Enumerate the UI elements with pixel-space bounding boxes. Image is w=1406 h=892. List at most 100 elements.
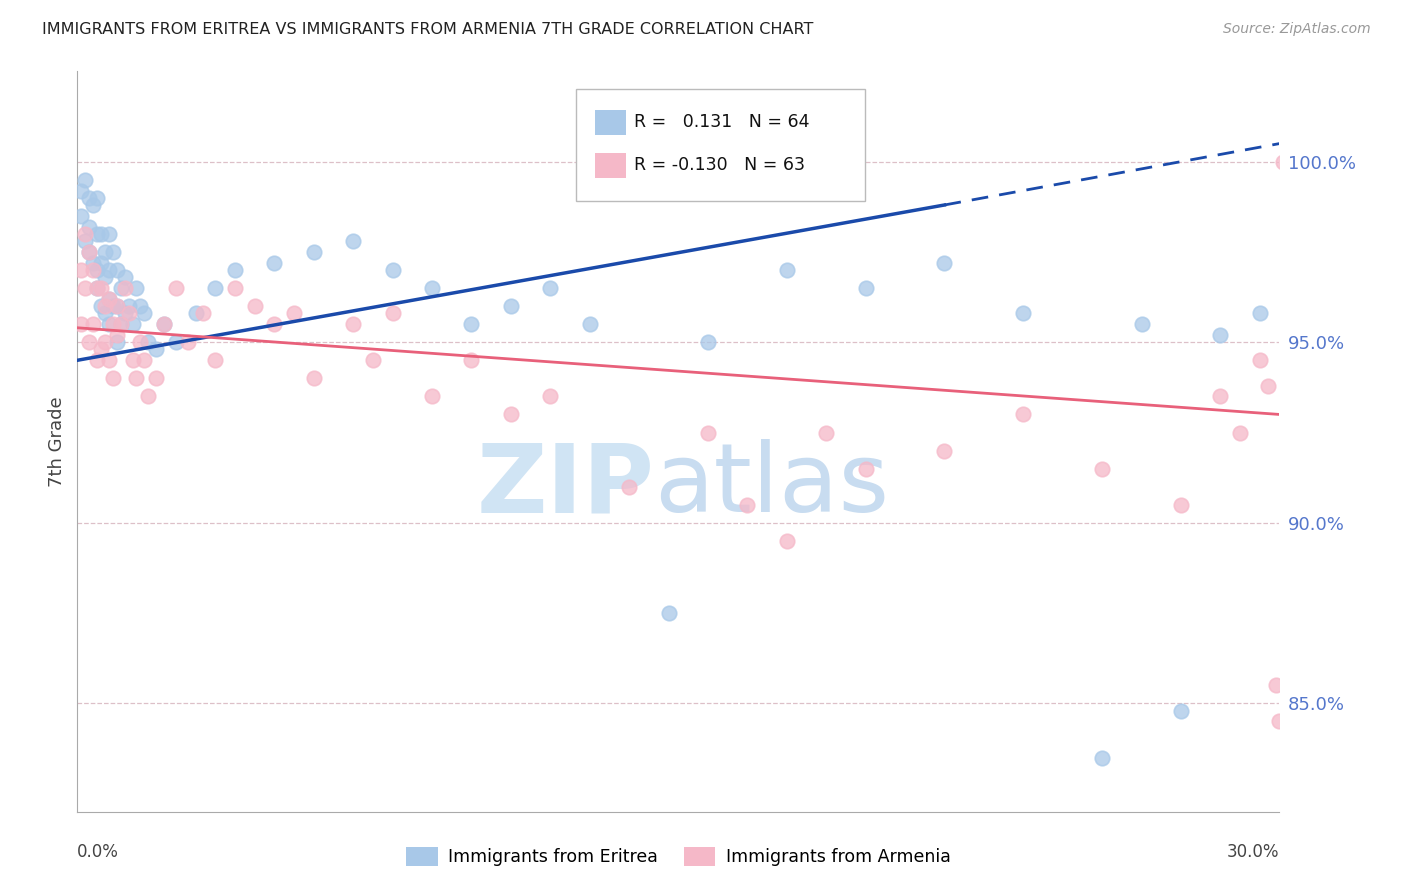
Point [855, 281, 877, 295]
Point [105, 335, 128, 350]
Legend: Immigrants from Eritrea, Immigrants from Armenia: Immigrants from Eritrea, Immigrants from… [399, 840, 957, 873]
Point [75, 281, 97, 295]
Point [1091, 461, 1114, 475]
Point [94, 299, 117, 313]
Text: 30.0%: 30.0% [1227, 843, 1279, 861]
Point [855, 461, 877, 475]
Point [70, 263, 93, 277]
Text: Source: ZipAtlas.com: Source: ZipAtlas.com [1223, 22, 1371, 37]
Text: ZIP: ZIP [477, 440, 654, 533]
Point [70, 209, 93, 223]
Point [1249, 306, 1271, 320]
Point [82, 263, 104, 277]
Point [77, 244, 100, 259]
Point [934, 443, 956, 458]
Point [105, 299, 128, 313]
Point [82, 198, 104, 212]
Point [121, 317, 143, 331]
Text: atlas: atlas [654, 440, 890, 533]
Point [86, 191, 108, 205]
Point [77, 219, 100, 234]
Point [90, 227, 112, 241]
Point [75, 227, 97, 241]
Point [105, 328, 128, 343]
Point [94, 306, 117, 320]
Point [101, 371, 124, 385]
Point [165, 281, 187, 295]
Point [101, 299, 124, 313]
Point [90, 256, 112, 270]
Point [97, 227, 120, 241]
Point [697, 335, 720, 350]
Point [77, 335, 100, 350]
Point [101, 317, 124, 331]
Point [70, 184, 93, 198]
Point [381, 263, 404, 277]
Point [302, 371, 325, 385]
Point [105, 263, 128, 277]
Point [90, 343, 112, 357]
Point [617, 480, 640, 494]
Point [86, 281, 108, 295]
Point [263, 317, 285, 331]
Point [1170, 498, 1192, 512]
Point [420, 389, 443, 403]
Point [184, 306, 207, 320]
Point [776, 263, 799, 277]
Point [125, 371, 148, 385]
Point [165, 335, 187, 350]
Point [117, 306, 139, 320]
Point [204, 281, 226, 295]
Point [125, 281, 148, 295]
Text: R = -0.130   N = 63: R = -0.130 N = 63 [634, 156, 806, 174]
Point [243, 299, 266, 313]
Point [302, 244, 325, 259]
Point [1012, 408, 1035, 422]
Point [134, 353, 156, 368]
Point [204, 353, 226, 368]
Point [342, 317, 364, 331]
Point [129, 299, 152, 313]
Point [86, 281, 108, 295]
Point [1209, 328, 1232, 343]
Point [499, 408, 522, 422]
Point [94, 244, 117, 259]
Point [224, 281, 246, 295]
Point [90, 299, 112, 313]
Point [815, 425, 838, 440]
Point [1229, 425, 1251, 440]
Point [224, 263, 246, 277]
Point [153, 317, 176, 331]
Point [94, 270, 117, 285]
Point [97, 263, 120, 277]
Point [1272, 154, 1295, 169]
Point [263, 256, 285, 270]
Text: 0.0%: 0.0% [77, 843, 120, 861]
Point [105, 299, 128, 313]
Point [97, 317, 120, 331]
Point [77, 191, 100, 205]
Point [460, 353, 482, 368]
Point [578, 317, 600, 331]
Point [136, 389, 159, 403]
Point [1209, 389, 1232, 403]
Point [110, 317, 132, 331]
Point [737, 498, 759, 512]
Point [420, 281, 443, 295]
Point [97, 292, 120, 306]
Point [934, 256, 956, 270]
Point [82, 256, 104, 270]
Point [121, 353, 143, 368]
Point [176, 335, 198, 350]
Point [145, 371, 167, 385]
Point [86, 353, 108, 368]
Text: R =   0.131   N = 64: R = 0.131 N = 64 [634, 113, 810, 131]
Point [1130, 317, 1153, 331]
Point [97, 292, 120, 306]
Point [75, 172, 97, 186]
Point [101, 244, 124, 259]
Point [342, 234, 364, 248]
Point [110, 281, 132, 295]
Point [1249, 353, 1271, 368]
Point [90, 281, 112, 295]
